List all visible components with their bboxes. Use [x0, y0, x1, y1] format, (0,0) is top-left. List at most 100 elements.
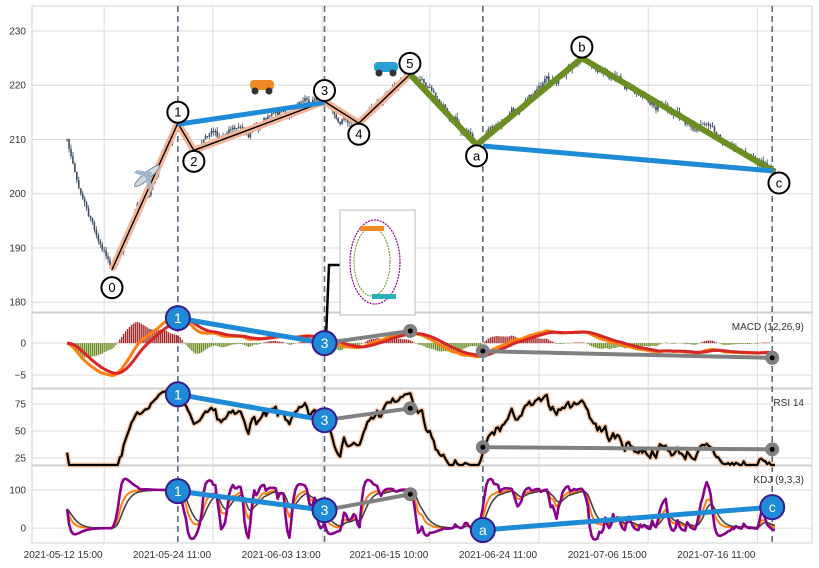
y-tick-label: 25 — [15, 453, 27, 464]
candle-body — [247, 134, 250, 138]
candle-body — [341, 119, 343, 125]
y-tick-label: 210 — [9, 135, 26, 146]
candle-body — [429, 87, 431, 89]
candle-body — [107, 256, 109, 260]
car-icon-wheel — [389, 69, 397, 77]
wave-marker-circle — [164, 305, 191, 332]
candle-body — [148, 195, 150, 198]
candle-body — [528, 94, 531, 100]
candle-body — [540, 85, 542, 88]
wave-label-circle — [182, 149, 206, 173]
candle-body — [278, 110, 281, 116]
wave-label-text: 1 — [174, 105, 181, 120]
candle-body — [95, 229, 98, 236]
candle-body — [206, 136, 209, 137]
wave-label-text: 0 — [108, 280, 115, 295]
candle-body — [538, 85, 540, 89]
kdj-wave-marker-3: 3 — [311, 497, 338, 524]
wave-label-circle — [100, 276, 124, 300]
wave-label-4: 4 — [347, 122, 371, 146]
candle-body — [339, 121, 341, 125]
candle-body — [419, 79, 421, 82]
candle-body — [762, 160, 765, 163]
panel-macd — [31, 312, 813, 389]
wave-marker-circle — [469, 517, 496, 544]
candle-body — [97, 235, 100, 241]
candle-body — [423, 79, 425, 83]
candle-body — [302, 101, 304, 103]
candle-body — [74, 163, 76, 172]
candle-body — [265, 118, 267, 121]
inset-thumbnail — [339, 209, 416, 316]
x-tick-label: 2021-06-24 11:00 — [459, 550, 538, 561]
macd-wave-marker-3: 3 — [311, 330, 338, 357]
candle-body — [249, 131, 252, 138]
wave-marker-text: 3 — [321, 335, 329, 351]
candle-body — [510, 108, 513, 113]
rsi-gray-marker-dot — [407, 405, 413, 411]
candle-body — [512, 108, 515, 112]
kdj-blue-trendline — [177, 488, 325, 513]
y-tick-label: −5 — [15, 371, 27, 382]
wave-marker-text: 1 — [174, 483, 182, 499]
candle-body — [105, 250, 107, 257]
impulse-wave-line — [111, 73, 411, 270]
candle-body — [713, 127, 716, 132]
macd-wave-marker-1: 1 — [164, 305, 191, 332]
candle-body — [425, 82, 427, 87]
candle-body — [349, 122, 351, 124]
kdj-wave-marker-a: a — [469, 517, 496, 544]
x-tick-label: 2021-05-24 11:00 — [133, 550, 212, 561]
candle-body — [81, 193, 84, 199]
wave-label-3: 3 — [313, 78, 336, 102]
candle-body — [487, 129, 490, 133]
candle-body — [655, 106, 657, 111]
candle-body — [208, 133, 211, 137]
candle-body — [444, 104, 447, 109]
macd-gray-divergence-line — [324, 328, 411, 346]
wave-label-text: c — [776, 176, 783, 191]
y-tick-label: 180 — [9, 298, 26, 309]
candle-body — [694, 129, 696, 131]
macd-gray-divergence-line — [482, 349, 773, 360]
candle-body — [707, 123, 710, 126]
candle-body — [692, 127, 694, 130]
macd-blue-trendline — [177, 315, 325, 346]
candle-body — [709, 125, 712, 127]
wave-label-circle — [166, 100, 190, 124]
candle-body — [235, 128, 238, 130]
inset-curve — [349, 219, 401, 305]
candle-body — [230, 129, 232, 131]
wave-label-c: c — [767, 171, 791, 195]
candle-body — [79, 188, 82, 194]
candle-body — [546, 76, 548, 79]
inset-vehicle — [372, 294, 396, 299]
candle-body — [228, 129, 230, 134]
price-trendline — [482, 143, 774, 174]
candle-body — [282, 111, 285, 113]
macd-gray-marker-dot — [769, 355, 775, 361]
y-tick-label: 230 — [9, 26, 26, 37]
kdj-gray-marker-dot — [407, 491, 413, 497]
kdj-wave-marker-c: c — [759, 494, 786, 521]
price-trendline — [177, 100, 325, 127]
candle-body — [99, 240, 102, 245]
y-tick-label: 75 — [15, 400, 27, 411]
wave-label-text: a — [473, 148, 481, 163]
j-line — [65, 477, 776, 541]
candle-body — [66, 139, 68, 141]
rsi-gray-divergence-line — [482, 445, 773, 452]
wave-label-b: b — [570, 35, 594, 59]
car-icon — [374, 62, 398, 77]
x-tick-label: 2021-05-12 15:00 — [24, 550, 103, 561]
panel-label-rsi: RSI 14 — [773, 398, 804, 409]
wave-label-circle — [347, 122, 371, 146]
candle-body — [657, 105, 659, 111]
candle-body — [101, 244, 103, 250]
x-tick-label: 2021-06-03 13:00 — [242, 550, 321, 561]
y-tick-label: 0 — [20, 524, 26, 535]
wave-marker-text: 3 — [321, 412, 329, 428]
candle-body — [703, 123, 706, 125]
scooter-icon-wheel — [251, 87, 259, 95]
